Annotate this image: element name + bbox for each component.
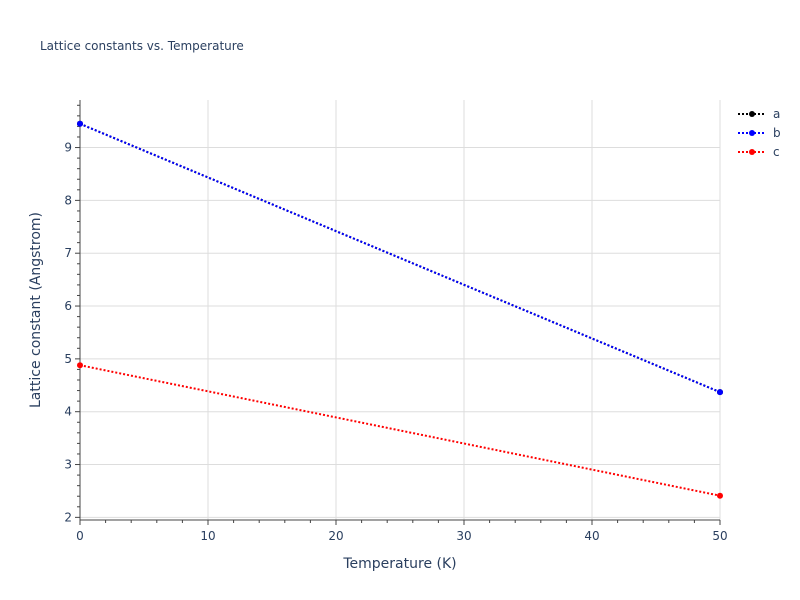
x-tick-label: 30 [456, 529, 471, 543]
legend-marker-b [749, 130, 755, 136]
legend-label-b: b [773, 126, 781, 140]
legend-marker-a [749, 111, 755, 117]
legend-marker-c [749, 149, 755, 155]
x-tick-label: 50 [712, 529, 727, 543]
data-point-b [717, 389, 723, 396]
axes: 2 3 4 5 6 7 8 9 0 10 20 30 40 50 [64, 100, 728, 543]
legend-label-c: c [773, 145, 780, 159]
x-axis-title: Temperature (K) [342, 556, 456, 572]
x-tick-label: 20 [328, 529, 343, 543]
data-point-c [77, 362, 83, 369]
x-tick-label: 40 [584, 529, 599, 543]
x-tick-label: 10 [200, 529, 215, 543]
y-tick-label: 3 [64, 458, 72, 472]
legend: abc [738, 107, 781, 159]
x-tick-label: 0 [76, 529, 84, 543]
y-tick-label: 2 [64, 510, 72, 524]
data-point-c [717, 492, 723, 499]
legend-label-a: a [773, 107, 780, 121]
series-layer [77, 120, 723, 499]
y-tick-label: 4 [64, 405, 72, 419]
y-tick-label: 6 [64, 299, 72, 313]
y-tick-label: 5 [64, 352, 72, 366]
y-axis-title: Lattice constant (Angstrom) [28, 212, 44, 408]
grid [80, 100, 721, 520]
y-tick-label: 8 [64, 193, 72, 207]
series-line-c [79, 364, 721, 497]
chart-title: Lattice constants vs. Temperature [40, 39, 244, 53]
y-tick-label: 9 [64, 141, 72, 155]
data-point-b [77, 120, 83, 127]
y-tick-label: 7 [64, 246, 72, 260]
